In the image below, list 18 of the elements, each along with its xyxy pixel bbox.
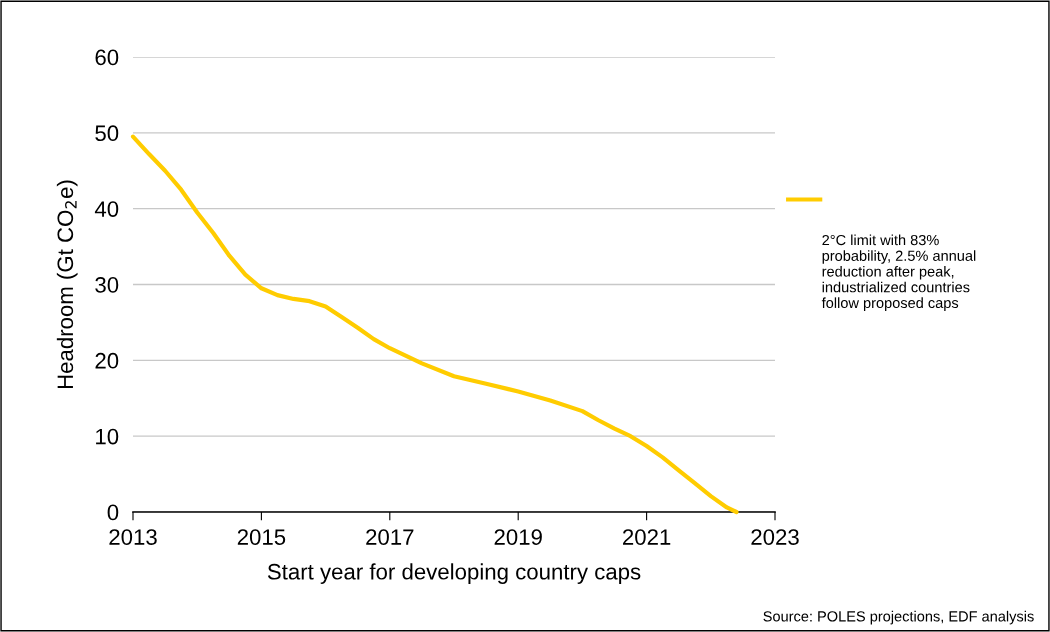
y-axis-title: Headroom (Gt CO$_{2}$e) [56,180,78,389]
y-tick-label: 10 [96,428,119,445]
x-axis-title: Start year for developing country caps [267,563,641,584]
x-tick-label: 2019 [494,529,542,545]
line-series [130,134,739,515]
y-tick-label: 30 [95,277,119,293]
x-tick-label: 2013 [109,529,157,545]
y-tick-label: 50 [95,125,119,142]
x-tick-label: 2023 [751,529,799,545]
y-tick-label: 20 [95,352,119,369]
x-tick-label: 2021 [623,529,671,545]
x-tick-label: 2015 [237,529,286,545]
x-tick-label: 2017 [366,529,414,545]
y-tick-label: 0 [107,504,119,521]
text: 2°C limit with 83% probability, 2.5% annual reduction after peak, industrialized countries follow proposed caps [821,234,976,311]
source-note: Source: POLES projections, EDF analysis [763,610,1034,625]
y-tick-label: 40 [94,201,119,217]
y-tick-label: 60 [95,49,119,66]
